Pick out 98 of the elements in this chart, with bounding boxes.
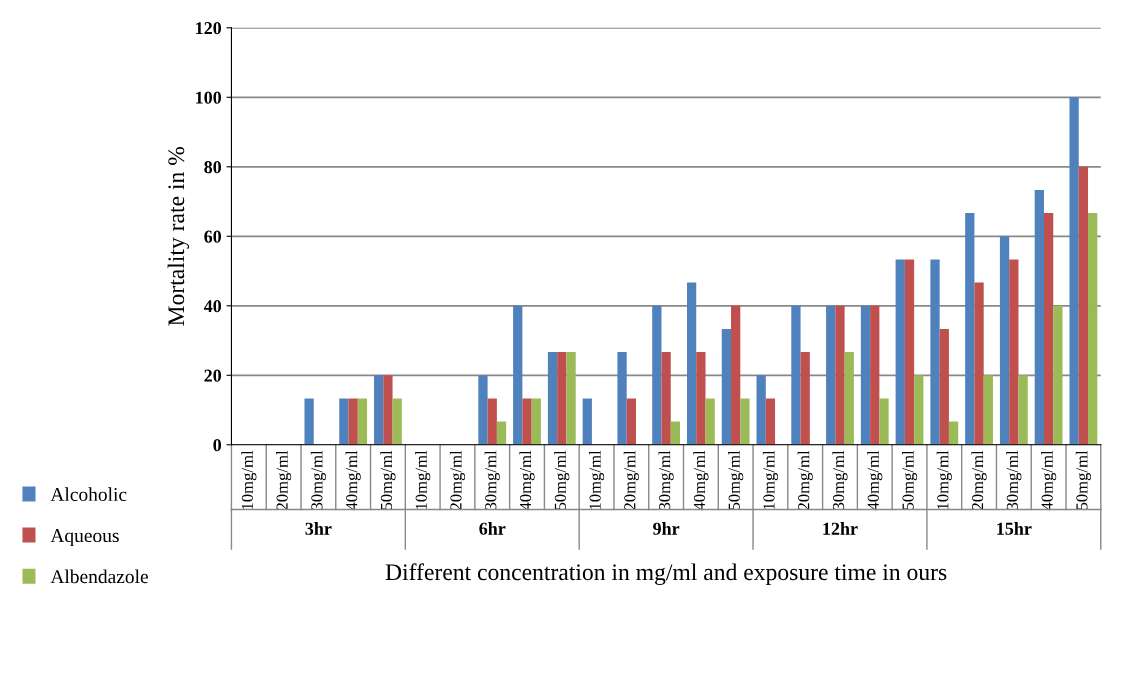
- bar: [1009, 259, 1019, 445]
- bar: [547, 352, 558, 445]
- y-tick-label: 80: [204, 161, 222, 174]
- text: 6hr: [479, 522, 506, 535]
- x-tick-label: 30mg/ml: [1006, 450, 1022, 510]
- bar: [1069, 97, 1079, 445]
- bar: [914, 375, 924, 445]
- x-tick-label: 40mg/ml: [345, 450, 361, 511]
- bar: [800, 352, 810, 445]
- x-tick-label: 30mg/ml: [832, 450, 848, 510]
- bar: [835, 305, 845, 445]
- x-tick-label: 50mg/ml: [728, 450, 744, 510]
- x-tick-label: 40mg/ml: [1041, 450, 1057, 511]
- x-tick-label: 20mg/ml: [276, 450, 292, 510]
- x-tick-label: 40mg/ml: [693, 450, 709, 511]
- y-tick-label: 100: [196, 91, 222, 104]
- bar: [686, 282, 697, 445]
- x-tick-label: 10mg/ml: [241, 450, 257, 510]
- bar: [513, 305, 523, 445]
- bar: [617, 352, 627, 445]
- x-tick-label: 10mg/ml: [936, 450, 952, 510]
- bar: [392, 398, 402, 445]
- x-tick-label: 30mg/ml: [310, 450, 326, 510]
- y-tick-label: 60: [204, 230, 222, 243]
- bar: [965, 213, 975, 445]
- legend-label: Aqueous: [50, 529, 119, 547]
- y-tick-label: 0: [213, 439, 222, 452]
- bar: [904, 259, 915, 445]
- text: 12hr: [823, 522, 858, 535]
- bar: [791, 305, 801, 445]
- bar: [304, 398, 314, 445]
- bar: [348, 398, 358, 445]
- y-tick-label: 40: [203, 300, 222, 313]
- x-tick-label: 50mg/ml: [901, 450, 918, 510]
- bar: [974, 282, 984, 445]
- bar: [383, 375, 393, 445]
- bar: [860, 305, 871, 445]
- bar: [879, 398, 889, 445]
- bar: [1053, 305, 1063, 445]
- y-tick-label: 120: [196, 22, 222, 35]
- bar: [948, 421, 959, 445]
- x-tick-label: 50mg/ml: [554, 450, 570, 510]
- bar: [705, 398, 715, 445]
- bar: [1034, 190, 1044, 445]
- bar: [357, 398, 368, 445]
- bar: [1043, 213, 1054, 445]
- x-tick-label: 30mg/ml: [658, 450, 674, 510]
- legend-label: Albendazole: [50, 569, 148, 584]
- bar: [939, 329, 949, 445]
- bar: [844, 352, 854, 445]
- legend-label: Alcoholic: [50, 487, 127, 502]
- x-tick-label: 30mg/ml: [484, 450, 500, 510]
- bar: [1078, 166, 1089, 445]
- bar: [661, 352, 671, 445]
- bar: [826, 305, 836, 445]
- bar: [478, 375, 488, 445]
- bar: [696, 352, 706, 445]
- y-tick-label: 20: [204, 369, 222, 382]
- bar: [582, 398, 592, 445]
- bar: [487, 398, 497, 445]
- x-tick-label: 40mg/ml: [519, 450, 535, 511]
- bar: [983, 375, 993, 445]
- bar: [721, 329, 732, 445]
- x-tick-label: 50mg/ml: [1075, 450, 1091, 510]
- bar: [999, 236, 1010, 445]
- x-axis-title: Different concentration in mg/ml and exposure time in ours: [385, 563, 947, 586]
- bar: [1018, 375, 1028, 445]
- text: 3hr: [305, 522, 332, 535]
- bar: [339, 398, 349, 445]
- x-tick-label: 50mg/ml: [380, 450, 396, 510]
- text: 15hr: [997, 522, 1032, 535]
- x-tick-label: 20mg/ml: [623, 450, 639, 510]
- bar: [895, 259, 905, 445]
- bar: [566, 352, 576, 445]
- text: 9hr: [653, 522, 680, 535]
- bar: [765, 398, 776, 445]
- bar: [670, 421, 681, 445]
- bar: [1088, 213, 1098, 445]
- x-tick-label: 10mg/ml: [762, 450, 779, 510]
- bar: [870, 305, 880, 445]
- bar: [731, 305, 741, 445]
- bar: [740, 398, 750, 445]
- x-tick-label: 20mg/ml: [797, 450, 813, 510]
- x-tick-label: 20mg/ml: [971, 450, 987, 510]
- x-tick-label: 10mg/ml: [588, 450, 605, 510]
- bar: [522, 398, 532, 445]
- x-tick-label: 20mg/ml: [449, 450, 466, 510]
- bar: [756, 375, 766, 445]
- x-tick-label: 10mg/ml: [415, 450, 431, 510]
- bar: [496, 421, 507, 445]
- y-axis-title: Mortality rate in %: [167, 146, 190, 326]
- bar: [626, 398, 636, 445]
- bar: [557, 352, 567, 445]
- x-tick-label: 40mg/ml: [867, 450, 883, 511]
- bar: [930, 259, 940, 445]
- bar: [652, 305, 662, 445]
- bar: [374, 375, 384, 445]
- bar: [531, 398, 541, 445]
